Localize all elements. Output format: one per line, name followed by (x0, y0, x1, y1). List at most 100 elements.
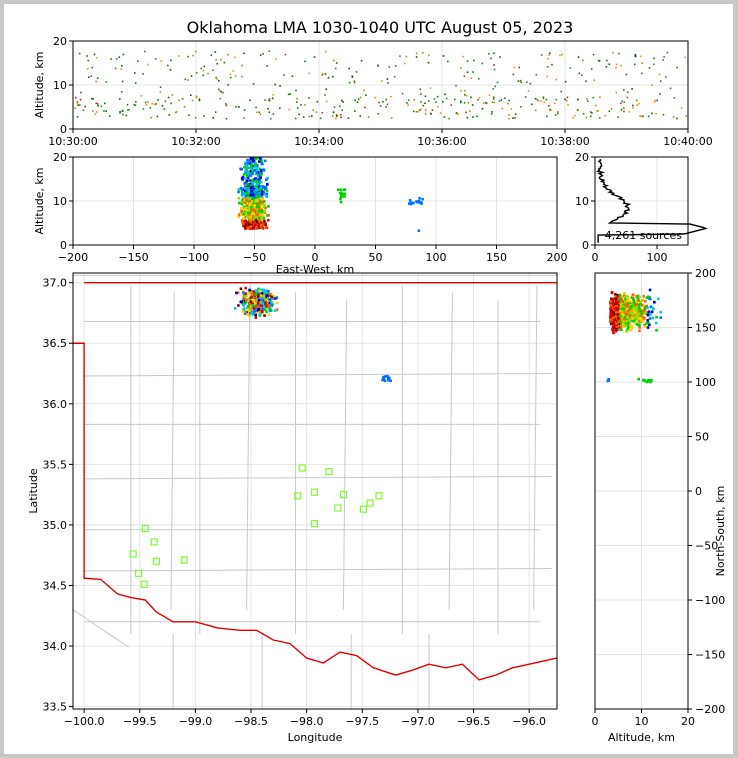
source-point (626, 96, 629, 99)
tick-label: −97.0 (401, 715, 435, 728)
source-point (383, 379, 387, 383)
source-point (641, 72, 643, 75)
source-point (258, 289, 262, 293)
axes-frame (72, 272, 558, 710)
source-point (253, 217, 256, 221)
source-point (268, 50, 271, 53)
source-point (493, 101, 496, 104)
source-point (240, 209, 243, 213)
source-point (241, 310, 245, 313)
source-point (624, 308, 628, 312)
source-point (325, 88, 328, 90)
source-point (257, 160, 261, 163)
source-point (685, 115, 688, 117)
source-point (646, 306, 649, 310)
source-point (212, 117, 215, 119)
source-point (555, 78, 558, 81)
source-point (259, 54, 262, 57)
source-point (424, 113, 427, 115)
source-point (610, 301, 613, 305)
source-point (646, 313, 650, 317)
source-point (589, 115, 592, 118)
tick-label: 10 (53, 79, 67, 92)
source-point (613, 303, 617, 307)
source-point (250, 181, 253, 184)
source-point (150, 116, 152, 119)
source-point (255, 205, 259, 209)
source-point (169, 69, 172, 71)
source-point (638, 295, 641, 299)
tick-label: −98.0 (290, 715, 324, 728)
source-point (243, 117, 245, 119)
source-point (248, 203, 251, 207)
source-point (247, 166, 250, 170)
source-point (76, 102, 79, 105)
source-point (105, 81, 108, 83)
source-point (484, 101, 487, 104)
source-point (245, 189, 249, 193)
source-point (183, 105, 186, 108)
source-point (492, 96, 495, 99)
source-point (251, 170, 254, 173)
source-point (253, 209, 257, 213)
source-point (662, 113, 665, 116)
source-point (623, 322, 627, 326)
source-point (460, 89, 462, 92)
source-point (536, 99, 539, 101)
source-point (257, 181, 261, 185)
source-point (246, 225, 249, 229)
source-point (135, 101, 137, 103)
source-point (612, 323, 616, 327)
source-point (403, 62, 406, 65)
source-point (251, 182, 255, 186)
source-point (332, 111, 335, 114)
source-point (242, 307, 246, 310)
source-point (555, 98, 558, 101)
source-point (464, 94, 466, 96)
source-point (646, 326, 650, 329)
source-point (339, 188, 343, 192)
source-point (265, 296, 269, 300)
source-point (524, 96, 527, 98)
source-point (599, 96, 601, 99)
tick-label: −50 (243, 251, 266, 264)
source-point (348, 81, 351, 84)
source-point (611, 306, 615, 310)
source-point (648, 317, 652, 320)
tick-label: −100 (695, 594, 725, 607)
source-point (333, 59, 335, 62)
source-point (619, 328, 622, 331)
source-point (663, 56, 665, 58)
source-point (252, 212, 255, 216)
source-point (393, 75, 396, 78)
source-point (628, 308, 632, 311)
source-point (225, 104, 228, 107)
source-point (374, 96, 376, 99)
source-point (417, 110, 419, 113)
source-point (240, 301, 244, 305)
source-point (254, 200, 258, 204)
source-point (409, 202, 413, 206)
y-axis-label: North-South, km (714, 486, 727, 577)
source-point (251, 215, 255, 218)
tick-label: −200 (695, 703, 725, 716)
source-point (637, 324, 641, 327)
source-point (638, 308, 642, 311)
source-point (252, 290, 256, 293)
station-marker (141, 524, 149, 533)
source-point (619, 295, 622, 299)
source-point (115, 58, 118, 60)
source-point (241, 198, 245, 202)
source-point (166, 64, 169, 67)
source-point (564, 80, 567, 83)
source-point (684, 56, 687, 59)
source-point (586, 98, 588, 100)
source-point (477, 98, 479, 101)
source-point (262, 190, 266, 194)
source-point (243, 169, 247, 173)
source-point (250, 207, 253, 211)
source-point (156, 115, 159, 118)
source-point (252, 300, 256, 303)
source-point (191, 99, 194, 102)
source-point (237, 188, 241, 191)
